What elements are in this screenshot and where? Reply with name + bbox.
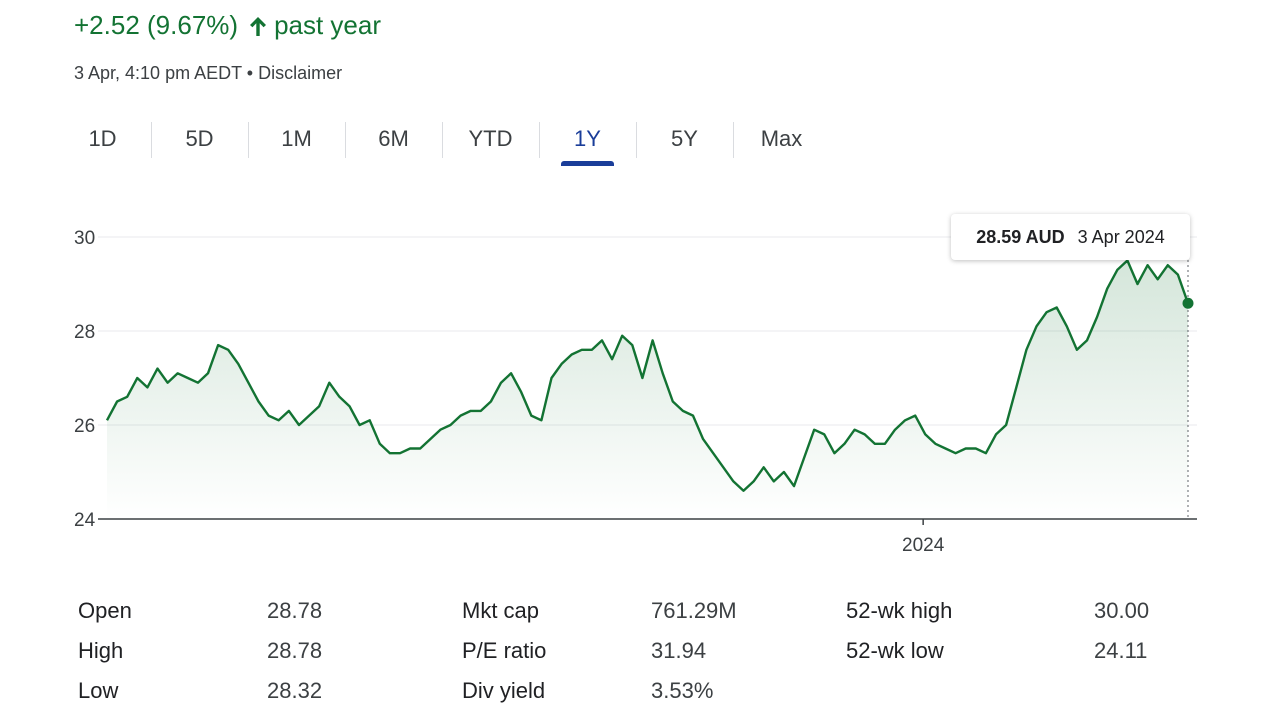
stat-52wk-low-label: 52-wk low <box>846 638 944 663</box>
stat-mkt-cap-label: Mkt cap <box>462 598 540 623</box>
price-tooltip: 28.59 AUD 3 Apr 2024 <box>951 214 1190 260</box>
stat-high-label: High <box>78 638 124 663</box>
stat-pe-ratio-label: P/E ratio <box>462 638 547 663</box>
tab-1y[interactable]: 1Y <box>539 118 636 166</box>
x-tick-label: 2024 <box>902 535 945 556</box>
x-axis-labels: 2024 <box>902 519 945 556</box>
tab-5y[interactable]: 5Y <box>636 118 733 162</box>
price-change-summary: +2.52 (9.67%) past year <box>74 10 381 41</box>
price-chart[interactable]: 30 28 26 24 2024 <box>0 190 1280 570</box>
quote-meta: 3 Apr, 4:10 pm AEDT • Disclaimer <box>74 63 342 84</box>
stat-52wk-high-value: 30.00 <box>1094 598 1150 623</box>
range-tabs: 1D 5D 1M 6M YTD 1Y 5Y Max <box>54 118 830 166</box>
y-tick-label: 26 <box>74 416 95 437</box>
stat-low-value: 28.32 <box>267 678 323 703</box>
stat-div-yield-label: Div yield <box>462 678 546 703</box>
price-change-period: past year <box>274 10 382 40</box>
stat-low-label: Low <box>78 678 119 703</box>
disclaimer-link[interactable]: Disclaimer <box>258 63 343 83</box>
stat-pe-ratio-value: 31.94 <box>651 638 707 663</box>
tab-max[interactable]: Max <box>733 118 830 162</box>
price-change-value: +2.52 (9.67%) <box>74 10 239 40</box>
tab-5d[interactable]: 5D <box>151 118 248 162</box>
y-tick-label: 24 <box>74 510 96 531</box>
tooltip-price: 28.59 AUD <box>976 227 1065 247</box>
price-line <box>105 259 1190 492</box>
stat-52wk-low-value: 24.11 <box>1094 638 1148 663</box>
meta-separator: • <box>246 63 254 83</box>
y-tick-label: 28 <box>74 322 95 343</box>
stat-mkt-cap-value: 761.29M <box>651 598 737 623</box>
stat-open-value: 28.78 <box>267 598 323 623</box>
stat-div-yield-value: 3.53% <box>651 678 714 703</box>
tab-6m[interactable]: 6M <box>345 118 442 162</box>
quote-timestamp: 3 Apr, 4:10 pm AEDT <box>74 63 242 83</box>
stat-high-value: 28.78 <box>267 638 323 663</box>
tooltip-date: 3 Apr 2024 <box>1077 227 1165 247</box>
price-area-fill <box>107 260 1188 519</box>
tab-ytd[interactable]: YTD <box>442 118 539 162</box>
current-price-marker <box>1182 297 1194 309</box>
tab-1m[interactable]: 1M <box>248 118 345 162</box>
y-tick-label: 30 <box>74 228 95 249</box>
y-axis-labels: 30 28 26 24 <box>74 228 96 531</box>
stat-52wk-high-label: 52-wk high <box>846 598 953 623</box>
arrow-up-icon <box>250 16 267 36</box>
stat-open-label: Open <box>78 598 132 623</box>
tab-1d[interactable]: 1D <box>88 126 117 151</box>
